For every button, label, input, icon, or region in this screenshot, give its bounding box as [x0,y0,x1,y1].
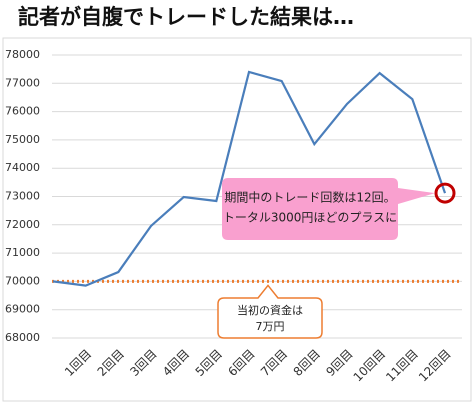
y-tick-label: 69000 [5,303,40,316]
callout-text: 7万円 [256,320,285,333]
y-tick-label: 74000 [5,161,40,174]
y-tick-label: 70000 [5,274,40,287]
y-tick-label: 68000 [5,331,40,344]
y-tick-label: 72000 [5,218,40,231]
callout-text: 当初の資金は [237,303,303,317]
callout [217,284,323,339]
y-tick-label: 77000 [5,76,40,89]
y-tick-label: 76000 [5,105,40,118]
y-tick-label: 71000 [5,246,40,259]
y-tick-label: 73000 [5,190,40,203]
callout [222,178,435,240]
callout-text: 期間中のトレード回数は12回。 [224,190,395,205]
y-tick-label: 75000 [5,133,40,146]
highlight-circle [434,182,456,204]
y-tick-label: 78000 [5,48,40,61]
callout-text: トータル3000円ほどのプラスに [223,211,397,225]
line-series [52,70,447,287]
chart-title: 記者が自腹でトレードした結果は… [18,5,354,29]
